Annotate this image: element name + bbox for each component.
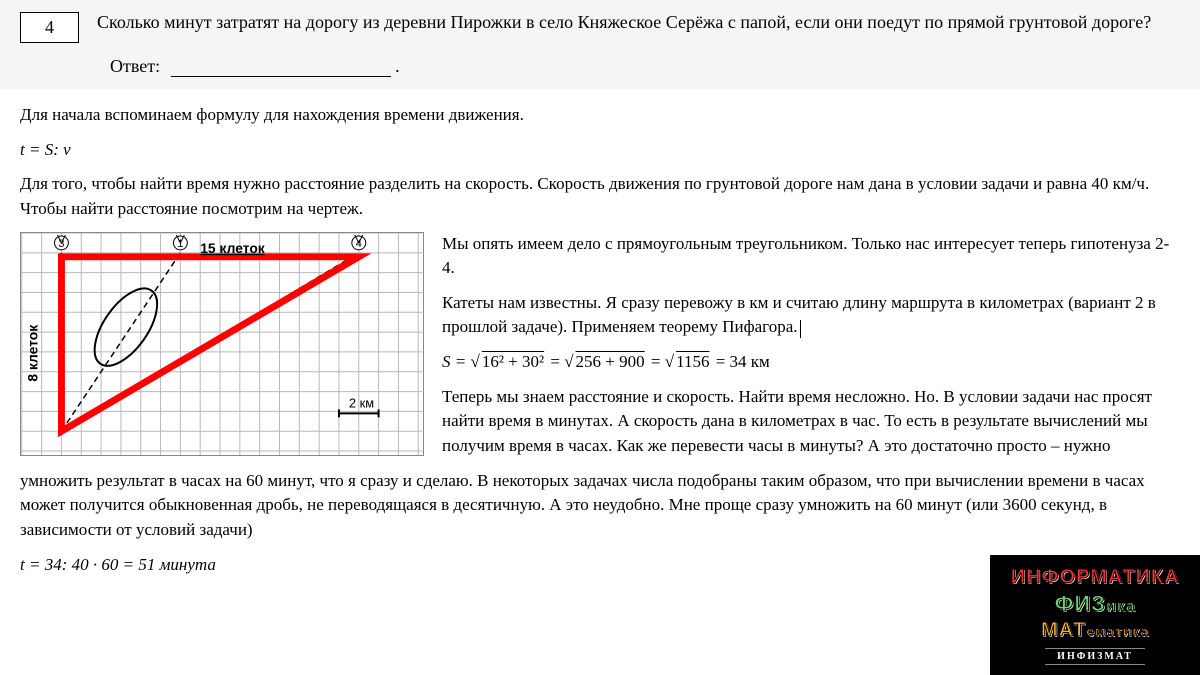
formula-t-sv: t = S: v [20, 138, 1180, 163]
columns: 3 1 4 15 клеток 8 клеток 2 км Мы опять и… [20, 232, 1180, 469]
para-r2: Катеты нам известны. Я сразу перевожу в … [442, 291, 1180, 340]
problem-text: Сколько минут затратят на дорогу из дере… [97, 10, 1180, 34]
solution-body: Для начала вспоминаем формулу для нахожд… [0, 89, 1200, 469]
problem-header: 4 Сколько минут затратят на дорогу из де… [0, 0, 1200, 48]
label-15: 15 клеток [200, 239, 265, 255]
diagram-container: 3 1 4 15 клеток 8 клеток 2 км [20, 232, 424, 456]
answer-row: Ответ: . [0, 48, 1200, 89]
formula-s: S = √16² + 30² = √256 + 900 = √1156 = 34… [442, 350, 1180, 375]
answer-blank [171, 59, 391, 77]
text-cursor [800, 320, 801, 338]
logo-line-3: МАТематика [1041, 619, 1149, 642]
para-2: Для того, чтобы найти время нужно рассто… [20, 172, 1180, 221]
answer-dot: . [395, 56, 400, 76]
label-8: 8 клеток [25, 324, 41, 381]
para-r3: Теперь мы знаем расстояние и скорость. Н… [442, 385, 1180, 459]
logo: ИНФОРМАТИКА ФИЗика МАТематика ИНФИЗМАТ [990, 555, 1200, 675]
problem-number-box: 4 [20, 12, 79, 43]
grid-diagram: 3 1 4 15 клеток 8 клеток 2 км [20, 232, 424, 456]
right-column: Мы опять имеем дело с прямоугольным треу… [442, 232, 1180, 469]
scale-label: 2 км [349, 395, 374, 410]
para-cont: умножить результат в часах на 60 минут, … [20, 469, 1180, 543]
logo-line-1: ИНФОРМАТИКА [1011, 566, 1180, 589]
logo-line-2: ФИЗика [1054, 591, 1135, 617]
para-r1: Мы опять имеем дело с прямоугольным треу… [442, 232, 1180, 281]
answer-label: Ответ: [110, 56, 160, 76]
para-intro: Для начала вспоминаем формулу для нахожд… [20, 103, 1180, 128]
logo-line-4: ИНФИЗМАТ [1045, 648, 1145, 665]
